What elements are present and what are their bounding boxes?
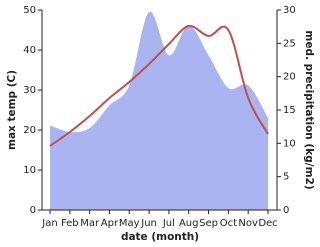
x-tick-label: Nov xyxy=(238,218,258,229)
x-tick-label: Sep xyxy=(199,218,218,229)
y-axis-label: max temp (C) xyxy=(6,70,18,150)
y2-tick-label: 20 xyxy=(283,72,296,83)
y-tick-label: 0 xyxy=(30,205,36,216)
x-tick-label: Mar xyxy=(80,218,100,229)
x-axis-label: date (month) xyxy=(121,231,199,243)
temp-line xyxy=(49,24,269,147)
x-tick-label: Dec xyxy=(258,218,277,229)
x-tick-label: Jun xyxy=(140,218,157,229)
y2-tick-label: 5 xyxy=(283,172,289,183)
y-tick-label: 10 xyxy=(23,165,36,176)
x-tick-label: Jul xyxy=(162,218,175,229)
x-tick-label: May xyxy=(119,218,140,229)
x-tick-label: Jan xyxy=(41,218,57,229)
x-tick-label: Apr xyxy=(101,218,119,229)
y2-axis-label: med. precipitation (kg/m2) xyxy=(303,30,315,189)
y2-tick-label: 10 xyxy=(283,138,296,149)
precip-area xyxy=(50,11,268,210)
x-tick-label: Feb xyxy=(61,218,79,229)
y-tick-label: 40 xyxy=(23,45,36,56)
y2-tick-label: 0 xyxy=(283,205,289,216)
x-tick-label: Aug xyxy=(179,218,199,229)
y-tick-label: 20 xyxy=(23,125,36,136)
y-tick-label: 50 xyxy=(23,5,36,16)
y-tick-label: 30 xyxy=(23,85,36,96)
y2-tick-label: 15 xyxy=(283,105,296,116)
x-tick-label: Oct xyxy=(220,218,237,229)
y2-tick-label: 30 xyxy=(283,5,296,16)
y2-tick-label: 25 xyxy=(283,38,296,49)
